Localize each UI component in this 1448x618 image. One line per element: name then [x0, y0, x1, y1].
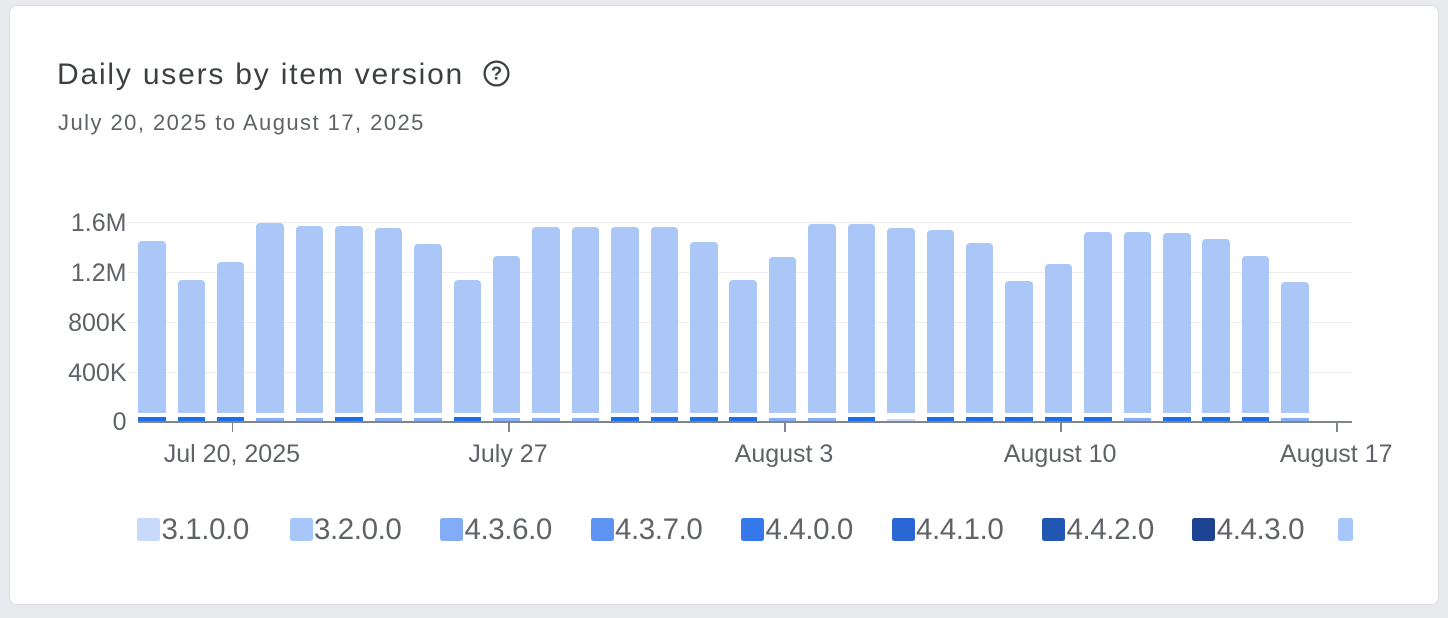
svg-text:?: ?	[491, 62, 502, 83]
